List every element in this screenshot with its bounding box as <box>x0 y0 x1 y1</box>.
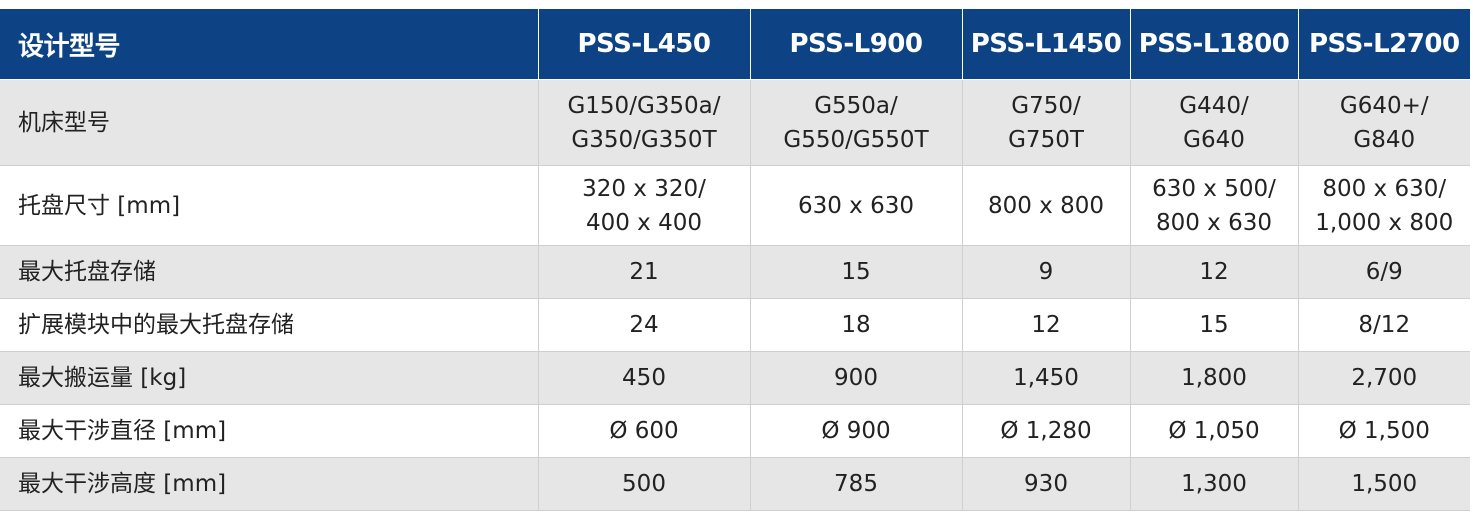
row-label-cell: 机床型号 <box>0 79 539 166</box>
table-cell: 1,450 <box>962 351 1131 405</box>
table-body: 机床型号 G150/G350a/ G350/G350T G550a/ G550/… <box>0 79 1470 511</box>
header-model-cell: PSS-L2700 <box>1298 9 1470 80</box>
table-cell: 21 <box>538 245 751 299</box>
table-row: 托盘尺寸 [mm] 320 x 320/ 400 x 400 630 x 630… <box>0 165 1470 246</box>
table-cell: 500 <box>538 457 751 511</box>
table-cell: 12 <box>962 298 1131 352</box>
table-cell: 630 x 500/ 800 x 630 <box>1130 165 1299 246</box>
table-cell: Ø 600 <box>538 404 751 458</box>
table-cell: G550a/ G550/G550T <box>750 79 963 166</box>
table-cell: 9 <box>962 245 1131 299</box>
table-cell: G640+/ G840 <box>1298 79 1470 166</box>
table-cell: 320 x 320/ 400 x 400 <box>538 165 751 246</box>
table-row: 机床型号 G150/G350a/ G350/G350T G550a/ G550/… <box>0 79 1470 166</box>
table-cell: Ø 1,050 <box>1130 404 1299 458</box>
table-cell: 15 <box>750 245 963 299</box>
table-cell: 800 x 800 <box>962 165 1131 246</box>
row-label-cell: 最大托盘存储 <box>0 245 539 299</box>
table-cell: 1,500 <box>1298 457 1470 511</box>
row-label-cell: 扩展模块中的最大托盘存储 <box>0 298 539 352</box>
header-row: 设计型号 PSS-L450 PSS-L900 PSS-L1450 PSS-L18… <box>0 9 1470 80</box>
spec-table: 设计型号 PSS-L450 PSS-L900 PSS-L1450 PSS-L18… <box>0 9 1470 511</box>
table-row: 最大托盘存储 21 15 9 12 6/9 <box>0 245 1470 299</box>
row-label-cell: 最大干涉直径 [mm] <box>0 404 539 458</box>
table-cell: 800 x 630/ 1,000 x 800 <box>1298 165 1470 246</box>
table-cell: 24 <box>538 298 751 352</box>
table-cell: 12 <box>1130 245 1299 299</box>
row-label-cell: 最大干涉高度 [mm] <box>0 457 539 511</box>
table-cell: 630 x 630 <box>750 165 963 246</box>
table-row: 最大搬运量 [kg] 450 900 1,450 1,800 2,700 <box>0 351 1470 405</box>
table-row: 最大干涉直径 [mm] Ø 600 Ø 900 Ø 1,280 Ø 1,050 … <box>0 404 1470 458</box>
table-row: 扩展模块中的最大托盘存储 24 18 12 15 8/12 <box>0 298 1470 352</box>
table-cell: Ø 1,500 <box>1298 404 1470 458</box>
table-cell: 930 <box>962 457 1131 511</box>
header-model-cell: PSS-L1450 <box>962 9 1131 80</box>
header-model-cell: PSS-L900 <box>750 9 963 80</box>
table-cell: 15 <box>1130 298 1299 352</box>
table-cell: G750/ G750T <box>962 79 1131 166</box>
table-cell: 2,700 <box>1298 351 1470 405</box>
table-cell: 8/12 <box>1298 298 1470 352</box>
header-label-cell: 设计型号 <box>0 9 539 80</box>
table-cell: 1,800 <box>1130 351 1299 405</box>
table-cell: 6/9 <box>1298 245 1470 299</box>
table-cell: Ø 1,280 <box>962 404 1131 458</box>
table-cell: 450 <box>538 351 751 405</box>
table-cell: G440/ G640 <box>1130 79 1299 166</box>
table-cell: 1,300 <box>1130 457 1299 511</box>
table-cell: 18 <box>750 298 963 352</box>
row-label-cell: 托盘尺寸 [mm] <box>0 165 539 246</box>
table-cell: Ø 900 <box>750 404 963 458</box>
table-cell: 900 <box>750 351 963 405</box>
header-model-cell: PSS-L1800 <box>1130 9 1299 80</box>
row-label-cell: 最大搬运量 [kg] <box>0 351 539 405</box>
table-cell: 785 <box>750 457 963 511</box>
table-row: 最大干涉高度 [mm] 500 785 930 1,300 1,500 <box>0 457 1470 511</box>
table-header: 设计型号 PSS-L450 PSS-L900 PSS-L1450 PSS-L18… <box>0 9 1470 80</box>
header-model-cell: PSS-L450 <box>538 9 751 80</box>
table-cell: G150/G350a/ G350/G350T <box>538 79 751 166</box>
